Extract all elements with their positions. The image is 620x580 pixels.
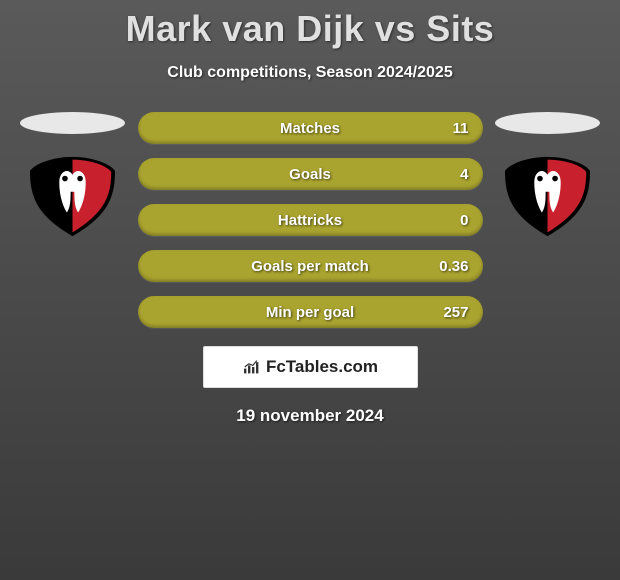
stats-column: Matches 11 Goals 4 Hattricks 0 Goals per…	[138, 112, 483, 328]
shield-icon	[25, 154, 120, 239]
shield-icon	[500, 154, 595, 239]
stat-label: Hattricks	[278, 212, 342, 229]
stat-value: 4	[460, 166, 468, 183]
stat-bar-min-per-goal: Min per goal 257	[138, 296, 483, 328]
stat-label: Goals per match	[251, 258, 369, 275]
stat-bar-hattricks: Hattricks 0	[138, 204, 483, 236]
chart-icon	[242, 359, 262, 375]
stat-bar-matches: Matches 11	[138, 112, 483, 144]
brand-box[interactable]: FcTables.com	[203, 346, 418, 388]
date-text: 19 november 2024	[0, 406, 620, 426]
left-player-col	[18, 112, 128, 239]
comparison-content: Matches 11 Goals 4 Hattricks 0 Goals per…	[0, 112, 620, 328]
stat-bar-goals: Goals 4	[138, 158, 483, 190]
left-avatar-placeholder	[20, 112, 125, 134]
subtitle: Club competitions, Season 2024/2025	[0, 64, 620, 82]
stat-label: Matches	[280, 120, 340, 137]
stat-label: Min per goal	[266, 304, 354, 321]
right-club-badge	[500, 154, 595, 239]
stat-label: Goals	[289, 166, 331, 183]
stat-bar-goals-per-match: Goals per match 0.36	[138, 250, 483, 282]
stat-value: 0.36	[439, 258, 468, 275]
left-club-badge	[25, 154, 120, 239]
stat-value: 11	[453, 120, 469, 137]
stat-value: 0	[460, 212, 468, 229]
right-player-col	[493, 112, 603, 239]
page-title: Mark van Dijk vs Sits	[0, 0, 620, 50]
right-avatar-placeholder	[495, 112, 600, 134]
stat-value: 257	[443, 304, 468, 321]
brand-text: FcTables.com	[266, 357, 378, 377]
